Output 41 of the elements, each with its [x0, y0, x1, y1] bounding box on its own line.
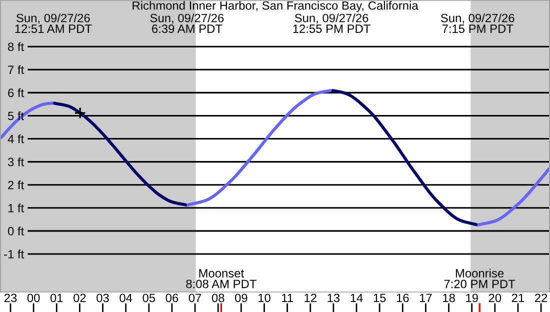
- x-tick-label: 19: [466, 294, 478, 302]
- annotation: Sun, 09/27/26 6:39 AM PDT: [150, 14, 224, 33]
- x-tick-label: 08: [212, 294, 224, 302]
- x-tick-label: 00: [27, 294, 40, 302]
- x-tick-label: 16: [396, 294, 409, 302]
- y-tick-label: 3 ft: [8, 157, 24, 166]
- y-tick-label: 4 ft: [8, 134, 24, 144]
- y-tick-label: -1 ft: [4, 250, 24, 258]
- y-tick-label: 6 ft: [8, 88, 24, 98]
- x-tick-label: 05: [142, 294, 156, 302]
- x-tick-label: 18: [443, 294, 455, 302]
- y-tick-label: 0 ft: [8, 226, 24, 236]
- x-tick-label: 15: [374, 294, 386, 302]
- y-tick-label: 2 ft: [8, 180, 24, 190]
- ref-line-label: Moonset 8:08 AM PDT: [186, 269, 256, 288]
- annotation: Sun, 09/27/26 12:51 AM PDT: [15, 14, 92, 33]
- y-tick-label: 1 ft: [8, 204, 24, 212]
- x-tick-label: 06: [166, 294, 178, 302]
- x-tick-label: 13: [328, 294, 340, 302]
- chart-title: Richmond Inner Harbor, San Francisco Bay, California: [132, 1, 418, 12]
- x-tick-label: 14: [350, 294, 363, 302]
- x-tick-label: 11: [282, 294, 293, 302]
- y-tick-label: 8 ft: [8, 42, 24, 52]
- x-tick-label: 09: [234, 294, 248, 302]
- x-tick-label: 22: [535, 294, 548, 302]
- x-tick-label: 21: [512, 294, 524, 302]
- x-tick-label: 04: [120, 294, 132, 302]
- y-tick-label: 5 ft: [8, 111, 24, 120]
- x-tick-label: 10: [258, 294, 270, 302]
- annotation: Sun, 09/27/26 7:15 PM PDT: [440, 14, 514, 33]
- x-tick-label: 07: [188, 294, 202, 302]
- x-tick-label: 17: [420, 294, 432, 302]
- x-tick-label: 01: [50, 294, 63, 302]
- ref-line-label: Moonrise 7:20 PM PDT: [444, 268, 516, 288]
- x-tick-label: 02: [74, 294, 86, 302]
- x-tick-label: 23: [4, 294, 17, 302]
- annotation: Sun, 09/27/26 12:55 PM PDT: [293, 14, 370, 33]
- x-tick-label: 03: [96, 294, 109, 302]
- x-tick-label: 20: [488, 294, 502, 302]
- x-tick-label: 12: [304, 294, 316, 302]
- y-tick-label: 7 ft: [8, 65, 24, 74]
